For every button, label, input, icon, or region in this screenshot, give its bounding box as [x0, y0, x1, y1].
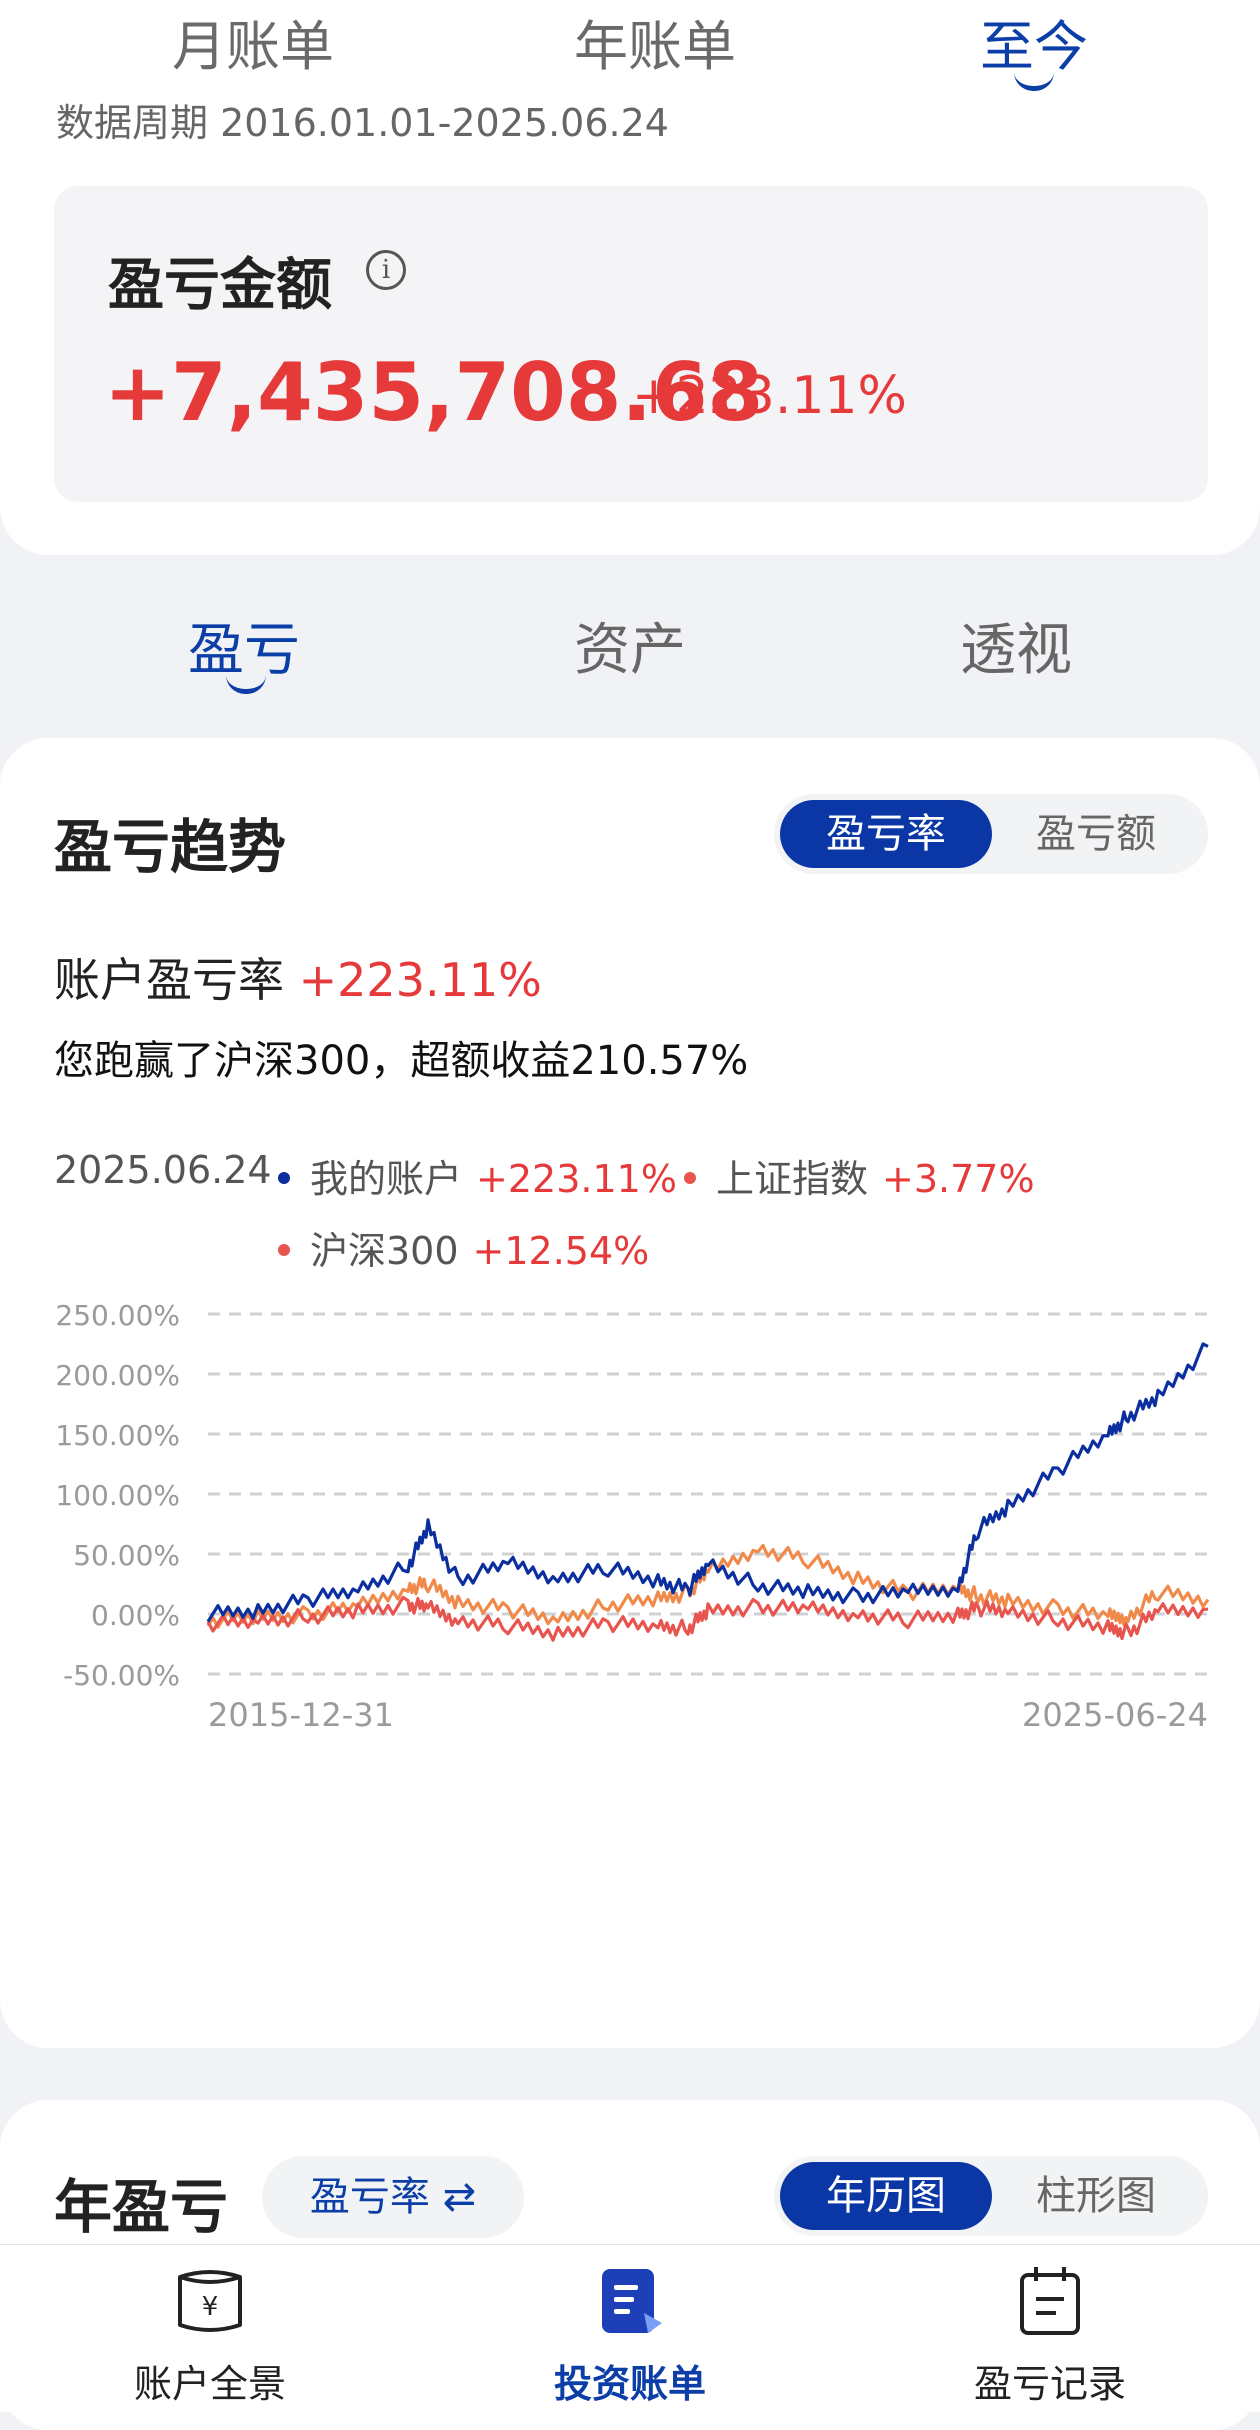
nav-account-overview[interactable]: ¥ 账户全景: [80, 2245, 340, 2412]
legend-value: +223.11%: [476, 1157, 677, 1201]
x-end-label: 2025-06-24: [1022, 1696, 1208, 1734]
legend-dot: [684, 1171, 696, 1184]
nav-investment-bill[interactable]: 投资账单: [500, 2245, 760, 2412]
data-period: 数据周期 2016.01.01-2025.06.24: [56, 101, 669, 145]
legend-value: +3.77%: [882, 1157, 1035, 1201]
tab-profit[interactable]: 盈亏: [188, 618, 300, 683]
toggle-calendar[interactable]: 年历图: [780, 2162, 992, 2230]
nav-label: 账户全景: [133, 2362, 286, 2406]
nav-profit-record[interactable]: 盈亏记录: [920, 2245, 1180, 2412]
legend-name: 我的账户: [310, 1157, 463, 1201]
y-tick-label: -50.00%: [63, 1659, 180, 1692]
account-rate-label: 账户盈亏率: [54, 953, 284, 1007]
tab-insight[interactable]: 透视: [960, 618, 1072, 683]
series-line-1: [206, 1595, 1209, 1642]
summary-card: 月账单 年账单 至今 数据周期 2016.01.01-2025.06.24 盈亏…: [0, 0, 1260, 555]
series-line-0: [206, 1342, 1209, 1623]
y-tick-label: 250.00%: [55, 1299, 180, 1332]
y-tick-label: 0.00%: [91, 1599, 180, 1632]
legend-name: 沪深300: [310, 1229, 459, 1273]
bottom-nav: ¥ 账户全景 投资账单 盈亏记录: [0, 2244, 1260, 2412]
year-view-toggle: 年历图 柱形图: [774, 2156, 1208, 2236]
toggle-bar[interactable]: 柱形图: [1036, 2173, 1156, 2219]
y-tick-label: 100.00%: [55, 1479, 180, 1512]
wallet-yen-icon: ¥: [178, 2270, 242, 2332]
profit-percent: +223.11%: [632, 366, 907, 426]
tab-all-time[interactable]: 至今: [980, 15, 1088, 78]
series-line-2: [206, 1543, 1210, 1629]
benchmark-text: 您跑赢了沪深300，超额收益210.57%: [54, 1038, 749, 1084]
tab-assets[interactable]: 资产: [574, 618, 686, 683]
profit-trend-chart[interactable]: 250.00% 200.00% 150.00% 100.00% 50.00% 0.00% -…: [0, 1298, 1260, 1738]
active-tab-indicator: [1014, 72, 1054, 91]
y-tick-label: 200.00%: [55, 1359, 180, 1392]
rate-switch-pill[interactable]: 盈亏率 ⇄: [262, 2156, 524, 2238]
legend-item-sse: 上证指数 +3.77%: [684, 1148, 1035, 1203]
trend-title: 盈亏趋势: [54, 813, 287, 881]
y-tick-label: 50.00%: [73, 1539, 180, 1572]
y-tick-label: 150.00%: [55, 1419, 180, 1452]
toggle-rate[interactable]: 盈亏率: [780, 800, 992, 868]
svg-text:¥: ¥: [202, 2292, 219, 2322]
nav-label: 盈亏记录: [973, 2362, 1126, 2406]
period-tabs: 月账单 年账单 至今: [0, 0, 1260, 91]
legend-date: 2025.06.24: [54, 1148, 272, 1192]
legend-dot: [278, 1243, 290, 1256]
nav-label: 投资账单: [553, 2362, 706, 2406]
legend-value: +12.54%: [472, 1229, 650, 1273]
active-section-indicator: [226, 675, 266, 694]
info-icon[interactable]: i: [366, 250, 406, 290]
trend-card: 盈亏趋势 盈亏率 盈亏额 账户盈亏率 +223.11% 您跑赢了沪深300，超额…: [0, 738, 1260, 2048]
profit-title: 盈亏金额: [108, 253, 332, 318]
legend-dot: [278, 1171, 290, 1184]
x-start-label: 2015-12-31: [208, 1696, 394, 1734]
account-rate-value: +223.11%: [298, 953, 542, 1007]
calendar-record-icon: [1020, 2267, 1080, 2335]
profit-box: 盈亏金额 i +7,435,708.68 +223.11%: [54, 186, 1208, 502]
account-rate: 账户盈亏率 +223.11%: [54, 944, 542, 1010]
trend-toggle: 盈亏率 盈亏额: [774, 794, 1208, 874]
tab-year-bill[interactable]: 年账单: [574, 15, 736, 78]
profit-amount: +7,435,708.68: [104, 346, 764, 439]
legend-name: 上证指数: [716, 1157, 869, 1201]
bill-icon: [602, 2269, 662, 2333]
year-profit-title: 年盈亏: [54, 2173, 229, 2241]
toggle-amount[interactable]: 盈亏额: [1036, 811, 1156, 857]
tab-month-bill[interactable]: 月账单: [172, 15, 334, 78]
legend-item-csi300: 沪深300 +12.54%: [278, 1220, 649, 1275]
legend-item-account: 我的账户 +223.11%: [278, 1148, 677, 1203]
section-tabs: 盈亏 资产 透视: [0, 595, 1260, 694]
